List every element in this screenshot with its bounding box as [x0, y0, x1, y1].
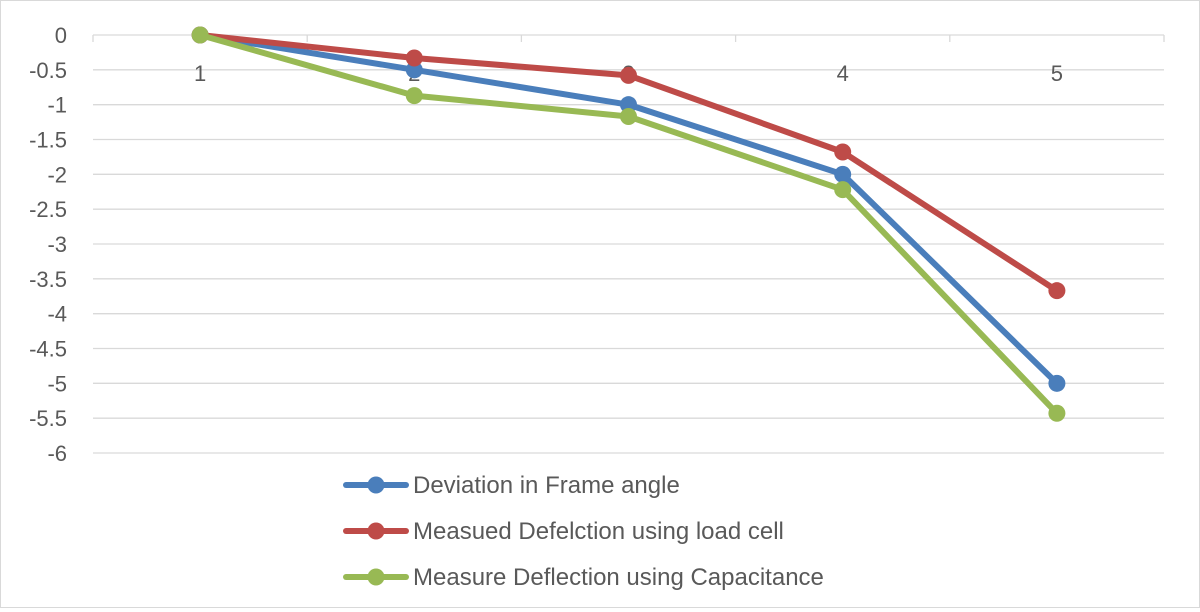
legend-item: Measure Deflection using Capacitance — [343, 564, 824, 591]
y-axis-ticks: 0 -0.5 -1 -1.5 -2 -2.5 -3 -3.5 -4 -4.5 -5 -5.5 -6 — [29, 23, 67, 466]
x-tick-label: 1 — [194, 61, 206, 86]
y-tick-label: -2.5 — [29, 197, 67, 222]
y-tick-label: -6 — [47, 441, 67, 466]
y-tick-label: -5.5 — [29, 406, 67, 431]
data-point — [834, 165, 852, 183]
data-point — [405, 49, 423, 67]
legend-marker — [367, 568, 385, 586]
series-3 — [191, 26, 1066, 422]
data-point — [834, 143, 852, 161]
y-tick-label: -2 — [47, 162, 67, 187]
legend-item: Deviation in Frame angle — [343, 472, 680, 499]
legend-marker — [367, 476, 385, 494]
y-tick-label: 0 — [55, 23, 67, 48]
data-point — [1048, 374, 1066, 392]
data-point — [191, 26, 209, 44]
y-tick-label: -1.5 — [29, 128, 67, 153]
data-point — [620, 108, 637, 126]
x-tick-label: 5 — [1051, 61, 1063, 86]
y-tick-label: -3 — [47, 232, 67, 257]
data-point — [405, 87, 423, 105]
series-layer — [191, 26, 1066, 422]
data-point — [1048, 282, 1066, 300]
y-tick-label: -3.5 — [29, 267, 67, 292]
y-tick-label: -5 — [47, 371, 67, 396]
x-tick-label: 4 — [837, 61, 849, 86]
data-point — [620, 96, 637, 114]
legend-label: Measued Defelction using load cell — [413, 518, 784, 545]
series-line — [197, 32, 1060, 417]
y-tick-label: -4.5 — [29, 337, 67, 362]
data-point — [620, 66, 637, 84]
legend-label: Deviation in Frame angle — [413, 472, 680, 499]
y-tick-label: -1 — [47, 93, 67, 118]
data-point — [405, 61, 423, 79]
legend-marker — [367, 522, 385, 540]
legend-label: Measure Deflection using Capacitance — [413, 564, 824, 591]
y-tick-label: -4 — [47, 302, 67, 327]
legend: Deviation in Frame angle Measued Defelcti… — [343, 472, 824, 591]
y-tick-label: -0.5 — [29, 58, 67, 83]
legend-item: Measued Defelction using load cell — [343, 518, 784, 545]
gridlines — [92, 34, 1165, 454]
data-point — [1048, 404, 1066, 422]
data-point — [834, 181, 852, 199]
